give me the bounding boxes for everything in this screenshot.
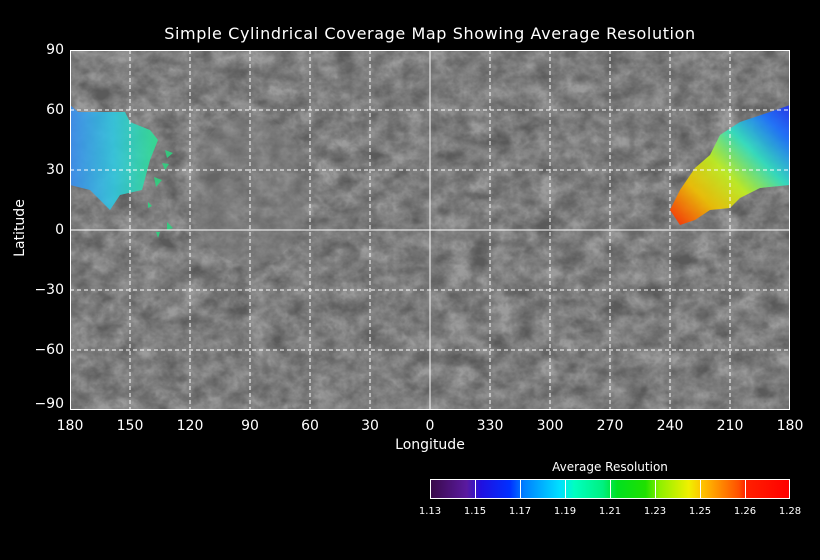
map-title: Simple Cylindrical Coverage Map Showing … xyxy=(164,24,696,43)
x-tick-label: 180 xyxy=(56,418,84,434)
x-tick-label: 300 xyxy=(536,418,564,434)
x-tick-label: 60 xyxy=(301,418,319,434)
x-tick-label: 330 xyxy=(476,418,504,434)
x-tick-label: 150 xyxy=(116,418,144,434)
y-tick-label: −90 xyxy=(34,396,64,412)
colorbar-tick-label: 1.15 xyxy=(463,506,487,517)
x-tick-label: 270 xyxy=(596,418,624,434)
colorbar-tick-label: 1.19 xyxy=(553,506,577,517)
x-axis-title: Longitude xyxy=(395,437,465,453)
y-tick-label: 0 xyxy=(55,222,64,238)
x-tick-label: 120 xyxy=(176,418,204,434)
colorbar-tick-label: 1.21 xyxy=(598,506,622,517)
y-axis-title: Latitude xyxy=(12,199,28,257)
x-tick-label: 90 xyxy=(241,418,259,434)
colorbar-tick-label: 1.25 xyxy=(688,506,712,517)
x-tick-label: 240 xyxy=(656,418,684,434)
y-tick-label: −30 xyxy=(34,282,64,298)
colorbar xyxy=(430,479,790,499)
y-tick-label: 90 xyxy=(46,42,64,58)
x-tick-label: 210 xyxy=(716,418,744,434)
colorbar-tick-label: 1.17 xyxy=(508,506,532,517)
x-tick-label: 180 xyxy=(776,418,804,434)
coverage-fragments xyxy=(148,150,173,238)
colorbar-tick-label: 1.26 xyxy=(733,506,757,517)
colorbar-title: Average Resolution xyxy=(552,460,668,474)
grid-lines xyxy=(70,50,790,410)
y-tick-label: −60 xyxy=(34,342,64,358)
colorbar-tick-label: 1.23 xyxy=(643,506,667,517)
x-tick-label: 0 xyxy=(425,418,435,434)
coverage-region-west xyxy=(70,105,158,210)
y-tick-label: 60 xyxy=(46,102,64,118)
colorbar-tick-label: 1.13 xyxy=(418,506,442,517)
x-tick-label: 30 xyxy=(361,418,379,434)
y-tick-label: 30 xyxy=(46,162,64,178)
coverage-map xyxy=(70,50,790,410)
colorbar-tick-label: 1.28 xyxy=(778,506,802,517)
